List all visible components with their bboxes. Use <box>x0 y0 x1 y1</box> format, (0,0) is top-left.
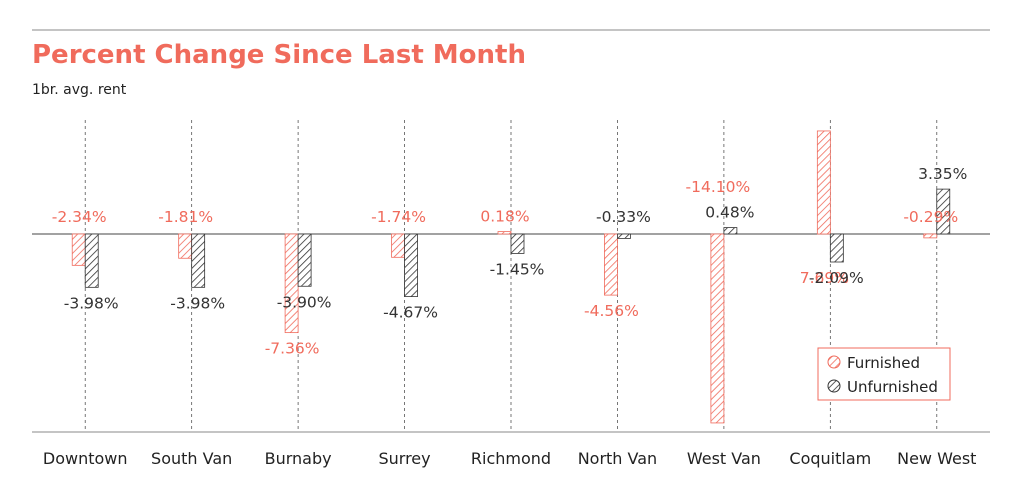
category-labels: Downtown South Van Burnaby Surrey Richmond No… <box>43 449 977 468</box>
bar-unfurnished <box>617 233 631 239</box>
data-label-furnished: -1.74% <box>371 208 426 226</box>
data-label-unfurnished: -0.33% <box>596 208 651 226</box>
data-labels: -2.34% -3.98% -1.81% -3.98% -7.36% -3.90% -1.7… <box>52 165 968 358</box>
bar-furnished <box>710 233 725 424</box>
bar-unfurnished <box>510 233 525 254</box>
legend-label-unfurnished: Unfurnished <box>847 378 938 396</box>
bars <box>71 130 951 424</box>
data-label-furnished: -0.29% <box>903 208 958 226</box>
bar-unfurnished <box>829 233 844 263</box>
data-label-unfurnished: -4.67% <box>383 304 438 322</box>
category-label: South Van <box>151 449 232 468</box>
data-label-unfurnished: -2.09% <box>809 269 864 287</box>
bar-unfurnished <box>191 233 206 288</box>
bar-unfurnished <box>84 233 99 288</box>
category-label: Burnaby <box>265 449 332 468</box>
data-label-unfurnished: 3.35% <box>918 165 967 183</box>
bar-furnished <box>604 233 618 296</box>
data-label-furnished: 7.69% <box>800 269 849 287</box>
bar-furnished <box>178 233 193 259</box>
data-label-furnished: -14.10% <box>686 178 751 196</box>
data-label-unfurnished: -3.98% <box>64 294 119 312</box>
legend-box <box>817 347 951 401</box>
data-label-unfurnished: -1.45% <box>490 260 545 278</box>
legend-swatch-unfurnished <box>827 379 841 393</box>
category-label: West Van <box>687 449 761 468</box>
data-label-furnished: -4.56% <box>584 302 639 320</box>
legend: Furnished Unfurnished <box>817 347 951 401</box>
bar-furnished <box>284 233 299 334</box>
bar-furnished <box>497 231 512 235</box>
bar-furnished <box>391 233 405 258</box>
chart-subtitle: 1br. avg. rent <box>32 82 127 98</box>
data-label-furnished: 0.18% <box>480 208 529 226</box>
category-label: Surrey <box>378 449 430 468</box>
bar-furnished <box>816 130 831 235</box>
category-label: North Van <box>578 449 657 468</box>
chart-title: Percent Change Since Last Month <box>32 40 526 70</box>
data-label-furnished: -1.81% <box>158 208 213 226</box>
data-label-furnished: -7.36% <box>265 340 320 358</box>
category-label: Richmond <box>471 449 551 468</box>
bar-unfurnished <box>936 188 951 235</box>
bar-unfurnished <box>723 227 738 235</box>
legend-swatch-furnished <box>827 355 841 369</box>
bar-furnished <box>71 233 86 266</box>
bar-unfurnished <box>404 233 418 297</box>
category-label: New West <box>897 449 976 468</box>
category-label: Coquitlam <box>789 449 871 468</box>
data-label-unfurnished: -3.98% <box>170 294 225 312</box>
data-label-unfurnished: 0.48% <box>705 204 754 222</box>
data-label-unfurnished: -3.90% <box>277 293 332 311</box>
data-label-furnished: -2.34% <box>52 208 107 226</box>
bar-furnished <box>923 233 938 239</box>
category-label: Downtown <box>43 449 128 468</box>
bar-unfurnished <box>297 233 312 287</box>
legend-label-furnished: Furnished <box>847 354 920 372</box>
